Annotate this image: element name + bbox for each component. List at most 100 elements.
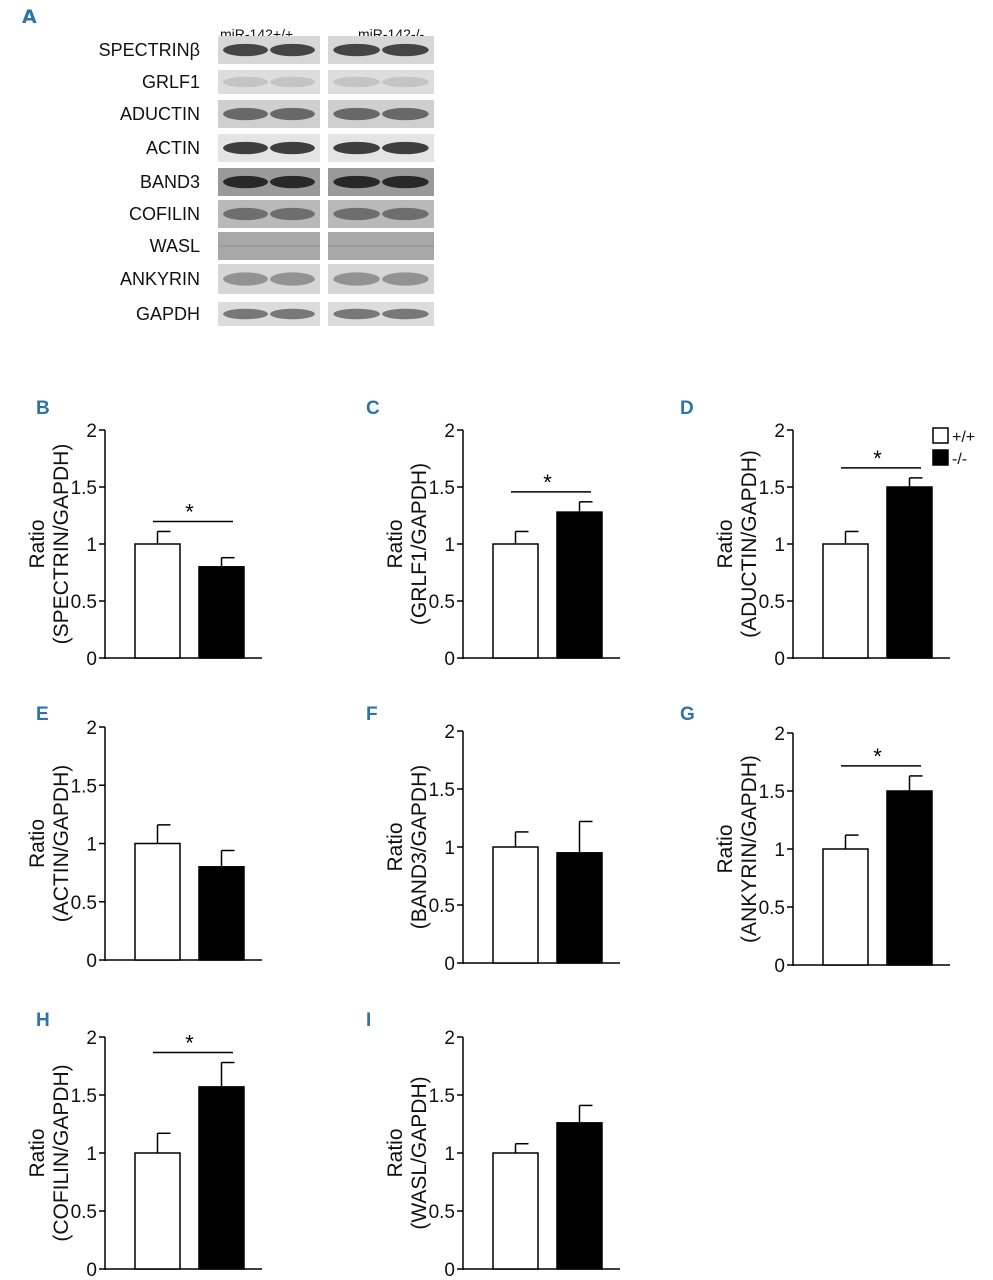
chart-panel-g: G 0 0.5 1 1.5 2 Ratio(ANKYRIN/GAPDH) * [680,704,950,977]
blot-strip [218,168,320,196]
blot-strip [218,200,320,228]
legend-label: +/+ [952,429,975,446]
y-tick-label: 0 [444,649,455,670]
y-tick-label: 1.5 [429,1086,455,1107]
panel-letter: F [366,704,378,725]
y-tick-label: 2 [86,1028,97,1049]
y-axis-label-line: (WASL/GAPDH) [408,1076,431,1229]
y-axis-label-line: (GRLF1/GAPDH) [408,463,431,625]
y-tick-label: 0.5 [429,896,455,917]
bar-knockout [556,852,603,964]
y-tick-label: 0 [86,649,97,670]
panel-letter: I [366,1010,371,1031]
y-tick-label: 1.5 [429,780,455,801]
y-tick-label: 0.5 [71,592,97,613]
y-tick-label: 0 [444,954,455,975]
y-axis-label-line: Ratio [26,819,49,868]
y-axis-label: Ratio(GRLF1/GAPDH) [384,463,431,625]
y-tick-label: 1.5 [71,478,97,499]
y-axis-label-line: Ratio [26,1128,49,1177]
y-axis-label-line: Ratio [384,1128,407,1177]
y-tick-label: 0 [444,1260,455,1280]
blot-label: ANKYRIN [119,269,200,289]
y-axis-label-line: (SPECTRIN/GAPDH) [50,444,73,645]
y-axis-label: Ratio(COFILIN/GAPDH) [26,1064,73,1241]
legend: +/+ -/- [932,427,975,468]
y-tick-label: 1 [444,838,455,859]
y-axis-label-line: Ratio [26,519,49,568]
bar-wildtype [822,543,869,659]
y-tick-label: 1.5 [759,782,785,803]
y-tick-label: 0 [86,951,97,972]
blot-strip [218,134,320,162]
blot-strip [328,200,434,228]
panel-letter: G [680,704,695,725]
blot-strip [218,70,320,94]
blot-strip [328,232,434,260]
y-axis-label-line: Ratio [714,519,737,568]
y-tick-label: 0.5 [429,1202,455,1223]
y-tick-label: 1 [444,1144,455,1165]
blot-strip [218,232,320,260]
blot-strip [328,36,434,64]
bar-wildtype [134,543,181,659]
y-tick-label: 0.5 [429,592,455,613]
blot-strip [328,70,434,94]
bar-knockout [886,790,933,966]
y-axis-label-line: Ratio [384,519,407,568]
y-tick-label: 1 [86,835,97,856]
y-tick-label: 1.5 [429,478,455,499]
y-axis-label-line: (ACTIN/GAPDH) [50,765,73,923]
y-axis-label-line: (ADUCTIN/GAPDH) [738,450,761,638]
y-tick-label: 0 [774,649,785,670]
legend-swatch [932,449,949,466]
bar-knockout [556,1122,603,1270]
bar-wildtype [134,842,181,961]
y-tick-label: 1 [86,535,97,556]
y-axis-label: Ratio(ADUCTIN/GAPDH) [714,450,761,638]
y-tick-label: 1 [774,535,785,556]
blot-label: BAND3 [139,172,200,192]
blot-strip [328,168,434,196]
y-tick-label: 0.5 [759,592,785,613]
bar-wildtype [822,848,869,966]
blot-label: GAPDH [135,304,200,324]
y-tick-label: 2 [774,421,785,442]
legend-swatch [932,427,949,444]
y-axis-label: Ratio(ANKYRIN/GAPDH) [714,755,761,943]
blot-strip [218,36,320,64]
y-tick-label: 0.5 [759,898,785,919]
blot-label: GRLF1 [141,72,200,92]
y-axis-label-line: Ratio [384,822,407,871]
y-tick-label: 2 [774,724,785,745]
legend-label: -/- [952,451,967,468]
panel-letter: E [36,704,49,725]
y-tick-label: 2 [86,421,97,442]
y-axis-label-line: Ratio [714,824,737,873]
y-axis-label: Ratio(ACTIN/GAPDH) [26,765,73,923]
bar-knockout [198,1086,245,1270]
chart-panel-i: I 0 0.5 1 1.5 2 Ratio(WASL/GAPDH) [366,1010,620,1280]
blot-strip [218,302,320,326]
y-axis-label: Ratio(SPECTRIN/GAPDH) [26,444,73,645]
y-tick-label: 1 [444,535,455,556]
blot-strip [328,100,434,128]
bar-knockout [198,866,245,961]
y-tick-label: 1 [774,840,785,861]
significance-star: * [543,470,552,495]
y-tick-label: 0 [774,956,785,977]
blot-strip [328,264,434,294]
bar-wildtype [492,543,539,659]
y-tick-label: 2 [444,722,455,743]
bar-wildtype [492,846,539,964]
y-tick-label: 1.5 [759,478,785,499]
significance-star: * [185,499,194,524]
chart-panel-d: D 0 0.5 1 1.5 2 Ratio(ADUCTIN/GAPDH) * [680,398,950,670]
blot-strip [218,264,320,294]
blot-label: ADUCTIN [120,104,200,124]
y-tick-label: 0 [86,1260,97,1280]
y-tick-label: 1.5 [71,776,97,797]
chart-panel-f: F 0 0.5 1 1.5 2 Ratio(BAND3/GAPDH) [366,704,620,975]
y-tick-label: 1.5 [71,1086,97,1107]
blot-label: SPECTRINβ [98,40,200,60]
